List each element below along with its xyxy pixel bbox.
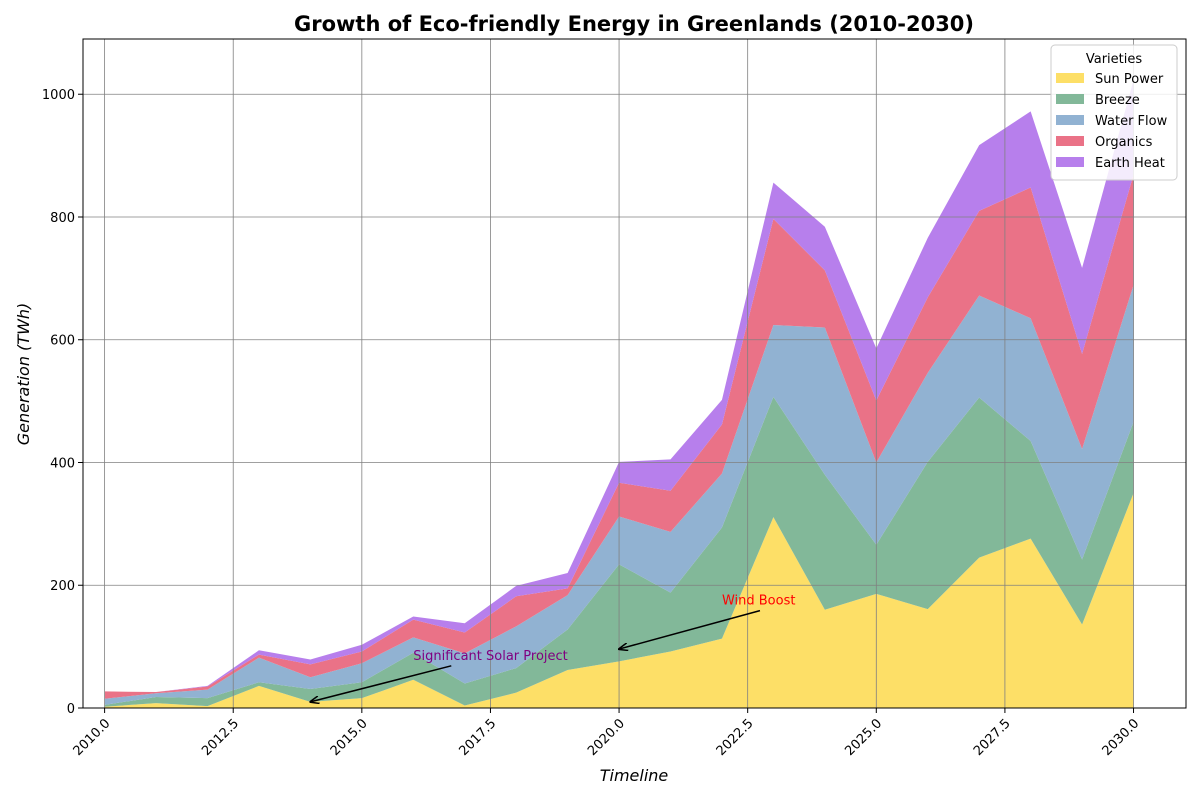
y-tick-label: 600 [50,334,75,349]
legend-swatch [1056,115,1084,125]
x-tick-label: 2025.0 [842,716,885,759]
x-tick-label: 2020.0 [585,716,628,759]
annotation-text: Wind Boost [722,594,796,609]
legend: Varieties Sun Power Breeze Water Flow Organ… [1050,44,1178,181]
annotation-arrow [310,665,452,702]
annotation-arrow [619,609,761,649]
legend-entry: Water Flow [1095,114,1168,129]
legend-swatch [1056,136,1084,146]
area-series-2 [104,285,1134,705]
x-tick-label: 2027.5 [971,716,1014,759]
legend-title: Varieties [1086,52,1143,67]
legend-entry: Sun Power [1095,72,1164,87]
annotation-text: Significant Solar Project [413,649,567,664]
y-tick-label: 400 [50,456,75,471]
y-tick-label: 200 [50,579,75,594]
annotations: Significant Solar Project Wind Boost [310,594,795,702]
x-tick-label: 2022.5 [714,716,757,759]
legend-entry: Earth Heat [1095,156,1165,171]
x-tick-label: 2017.5 [456,716,499,759]
y-tick-label: 0 [67,702,75,717]
x-tick-label: 2012.5 [199,716,242,759]
legend-swatch [1056,94,1084,104]
chart-title: Growth of Eco-friendly Energy in Greenla… [294,12,974,36]
y-tick-label: 800 [50,211,75,226]
area-series-3 [104,174,1134,699]
plot-frame [82,38,1187,709]
x-axis-label: Timeline [600,766,669,785]
x-tick-label: 2030.0 [1100,716,1143,759]
y-axis-label: Generation (TWh) [14,303,33,446]
x-tick-label: 2015.0 [328,716,371,759]
legend-entry: Organics [1095,135,1153,150]
legend-swatch [1056,157,1084,167]
y-tick-label: 1000 [42,88,75,103]
legend-entry: Breeze [1095,93,1140,108]
area-series-4 [104,80,1134,693]
x-axis-ticks: 2010.0 2012.5 2015.0 2017.5 2020.0 2022.5 2025… [71,708,1143,759]
y-axis-ticks: 0 200 400 600 800 1000 [42,88,83,717]
legend-swatch [1056,73,1084,83]
x-tick-label: 2010.0 [71,716,114,759]
